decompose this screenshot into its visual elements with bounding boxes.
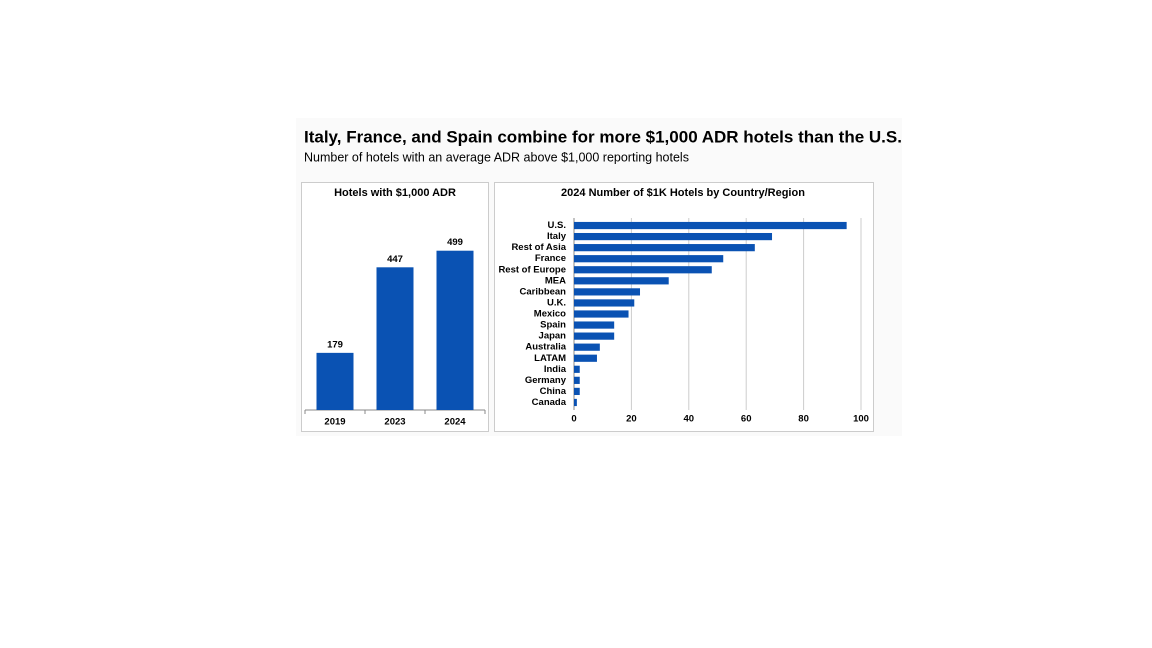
- bar: [574, 221, 847, 230]
- y-tick-label: U.S.: [548, 220, 566, 231]
- y-tick-label: Germany: [525, 375, 567, 386]
- bar: [574, 398, 577, 407]
- y-tick-label: U.K.: [547, 297, 566, 308]
- bar: [574, 255, 724, 263]
- y-tick-label: Japan: [539, 331, 567, 342]
- page-subtitle: Number of hotels with an average ADR abo…: [304, 150, 689, 164]
- chart-title: Hotels with $1,000 ADR: [334, 187, 456, 199]
- bar: [574, 387, 580, 396]
- y-tick-label: Canada: [532, 397, 567, 408]
- x-tick-label: 60: [741, 414, 752, 425]
- y-tick-label: Rest of Asia: [511, 242, 566, 253]
- bar: [574, 310, 629, 318]
- bar: [574, 277, 669, 285]
- y-tick-label: MEA: [545, 275, 566, 286]
- y-tick-label: India: [544, 364, 567, 375]
- x-tick-label: 20: [626, 414, 637, 425]
- bar: [574, 376, 580, 384]
- x-tick-label: 2024: [444, 417, 466, 428]
- bar: [376, 267, 414, 410]
- y-tick-label: LATAM: [534, 353, 566, 364]
- bar: [316, 352, 354, 410]
- bar: [574, 365, 580, 373]
- y-tick-label: China: [540, 386, 567, 397]
- bar: [574, 354, 597, 362]
- y-tick-label: Caribbean: [520, 286, 567, 297]
- bar: [574, 299, 635, 307]
- x-tick-label: 40: [684, 414, 695, 425]
- data-label: 179: [327, 339, 343, 350]
- data-label: 447: [387, 254, 403, 265]
- bar: [574, 288, 641, 296]
- data-label: 499: [447, 237, 463, 248]
- y-tick-label: Australia: [525, 342, 566, 353]
- x-tick-label: 2023: [384, 417, 405, 428]
- y-tick-label: Italy: [547, 231, 567, 242]
- bar: [574, 232, 773, 241]
- chart-title: 2024 Number of $1K Hotels by Country/Reg…: [561, 187, 805, 199]
- x-tick-label: 80: [798, 414, 809, 425]
- bar: [574, 266, 712, 274]
- bar: [574, 332, 615, 340]
- bar: [574, 321, 615, 329]
- page-title: Italy, France, and Spain combine for mor…: [304, 127, 902, 146]
- x-tick-label: 100: [853, 414, 869, 425]
- x-tick-label: 0: [571, 414, 576, 425]
- x-tick-label: 2019: [324, 417, 345, 428]
- bar: [574, 244, 755, 252]
- y-tick-label: Mexico: [534, 309, 566, 320]
- bar: [436, 250, 474, 410]
- y-tick-label: Spain: [540, 320, 566, 331]
- y-tick-label: Rest of Europe: [498, 264, 566, 275]
- y-tick-label: France: [535, 253, 566, 264]
- bar: [574, 343, 600, 351]
